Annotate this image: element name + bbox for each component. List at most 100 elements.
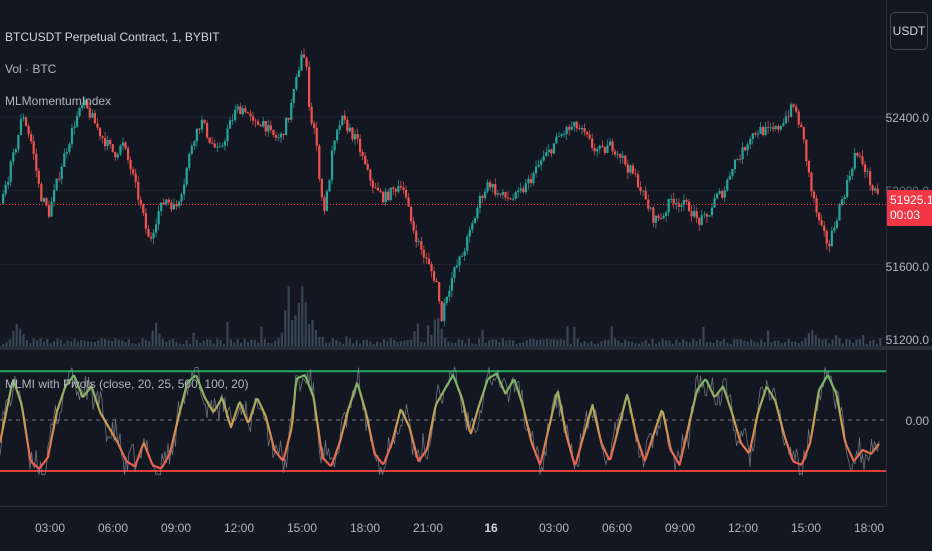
candle bbox=[792, 103, 795, 109]
candle bbox=[397, 179, 400, 194]
candle-body bbox=[585, 131, 589, 135]
candle-body bbox=[700, 215, 703, 225]
candle-body bbox=[749, 138, 752, 145]
price-chart-pane[interactable] bbox=[0, 0, 886, 346]
candle-body bbox=[621, 155, 624, 158]
candle bbox=[364, 152, 367, 166]
candle-body bbox=[328, 180, 331, 192]
candle bbox=[330, 145, 334, 185]
candle bbox=[292, 88, 295, 109]
candle-body bbox=[491, 184, 494, 188]
candle bbox=[570, 121, 573, 131]
candle-body bbox=[75, 115, 79, 127]
candle bbox=[580, 125, 584, 135]
volume-bar bbox=[784, 341, 787, 346]
oscillator-legend[interactable]: MLMI with Pivots (close, 20, 25, 500, 10… bbox=[5, 377, 249, 391]
candle bbox=[313, 120, 316, 135]
candle-body bbox=[155, 224, 158, 233]
candle bbox=[126, 145, 130, 164]
candle-body bbox=[690, 211, 693, 217]
candle-body bbox=[716, 193, 719, 199]
volume-bar bbox=[56, 338, 59, 346]
volume-bar bbox=[100, 338, 103, 346]
candle-body bbox=[269, 125, 272, 130]
volume-bar bbox=[144, 340, 147, 346]
candle-body bbox=[315, 128, 318, 146]
candle bbox=[473, 216, 476, 224]
candle bbox=[524, 179, 527, 195]
volume-bar bbox=[600, 341, 603, 346]
volume-bar bbox=[192, 332, 195, 346]
candle-body bbox=[869, 171, 872, 186]
volume-legend[interactable]: Vol · BTC bbox=[5, 62, 57, 76]
candle-body bbox=[234, 109, 237, 121]
candle bbox=[603, 146, 606, 156]
candle-body bbox=[486, 182, 489, 192]
candle bbox=[450, 271, 453, 298]
currency-button[interactable]: USDT bbox=[890, 12, 928, 50]
candle-body bbox=[848, 175, 851, 181]
volume-bar bbox=[637, 343, 640, 346]
candle-body bbox=[32, 141, 35, 154]
candle-body bbox=[682, 200, 686, 205]
volume-bar bbox=[614, 338, 617, 346]
volume-bar bbox=[576, 338, 579, 346]
candle bbox=[70, 123, 74, 148]
candle bbox=[170, 199, 173, 213]
candle-body bbox=[381, 192, 385, 203]
candle bbox=[532, 171, 535, 186]
candle bbox=[55, 178, 58, 192]
candle-body bbox=[180, 194, 183, 202]
candle bbox=[35, 148, 38, 178]
pane-divider[interactable] bbox=[0, 346, 932, 350]
candle-body bbox=[394, 189, 397, 192]
mlmi-oscillator-pane[interactable] bbox=[0, 350, 886, 506]
candle bbox=[848, 170, 851, 183]
candle bbox=[761, 125, 765, 137]
candle bbox=[320, 178, 323, 201]
candle-body bbox=[626, 164, 629, 173]
candle bbox=[387, 189, 390, 202]
volume-bar bbox=[498, 342, 501, 346]
candle bbox=[851, 167, 854, 180]
volume-bar bbox=[246, 341, 249, 346]
candle bbox=[287, 117, 290, 123]
candle bbox=[305, 56, 308, 71]
candle-body bbox=[677, 203, 680, 207]
volume-bar bbox=[53, 341, 56, 346]
volume-bar bbox=[671, 343, 674, 346]
candle-body bbox=[297, 70, 300, 77]
candle bbox=[657, 213, 660, 222]
volume-bar bbox=[777, 340, 780, 346]
candle-body bbox=[876, 188, 879, 194]
candle-body bbox=[384, 191, 387, 203]
candle-body bbox=[412, 221, 415, 231]
volume-bar bbox=[699, 339, 702, 346]
candle-body bbox=[731, 169, 734, 176]
indicator-legend[interactable]: MLMomentumIndex bbox=[5, 94, 112, 108]
symbol-legend[interactable]: BTCUSDT Perpetual Contract, 1, BYBIT bbox=[5, 30, 220, 44]
time-axis[interactable]: 03:00 06:00 09:00 12:00 15:00 18:00 21:0… bbox=[0, 506, 886, 551]
candle bbox=[374, 182, 377, 189]
volume-bar bbox=[318, 336, 321, 346]
candle-body bbox=[93, 112, 96, 124]
volume-bar bbox=[87, 341, 90, 346]
candle-body bbox=[305, 57, 308, 67]
candle bbox=[249, 109, 252, 122]
volume-bar bbox=[427, 325, 430, 346]
candle bbox=[208, 137, 211, 144]
candle bbox=[160, 202, 163, 216]
candle bbox=[563, 130, 566, 138]
candle bbox=[846, 174, 849, 200]
volume-bar bbox=[168, 339, 171, 346]
candle bbox=[116, 152, 119, 160]
candle-body bbox=[359, 138, 362, 153]
candle bbox=[631, 163, 635, 175]
candle bbox=[427, 253, 431, 265]
candle-body bbox=[287, 117, 290, 120]
candle bbox=[731, 168, 734, 180]
candle bbox=[596, 146, 599, 158]
price-scale[interactable]: 52400.0 52000.0 51600.0 51200.0 0.00 bbox=[886, 0, 932, 506]
volume-bar bbox=[770, 342, 773, 346]
candle-body bbox=[496, 193, 499, 195]
